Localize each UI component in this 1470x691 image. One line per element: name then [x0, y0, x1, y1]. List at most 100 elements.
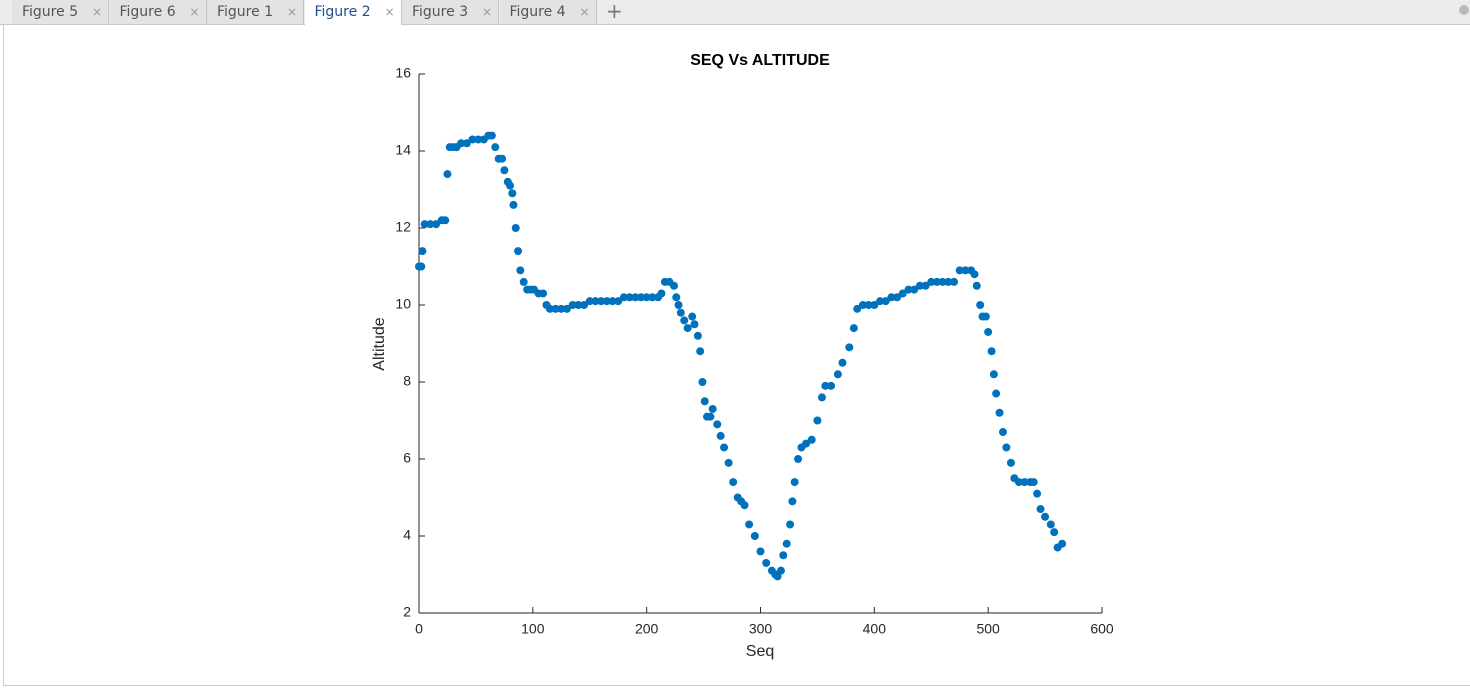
tab-bar: Figure 5 × Figure 6 × Figure 1 × Figure 2 × Figu… [0, 0, 1470, 25]
point [457, 139, 466, 148]
tab-label: Figure 1 [217, 4, 274, 20]
point [1033, 489, 1042, 498]
y-tick-label: 4 [403, 527, 411, 543]
point [519, 277, 528, 286]
point [790, 478, 799, 487]
point [915, 281, 924, 290]
tab[interactable]: Figure 6 × [109, 0, 207, 24]
tab-label: Figure 2 [314, 4, 371, 20]
close-tab[interactable]: × [384, 5, 395, 19]
point [574, 301, 583, 309]
point [683, 324, 692, 333]
point [833, 370, 842, 379]
point [602, 297, 611, 306]
point [676, 308, 685, 317]
point [506, 181, 515, 190]
point [786, 520, 795, 529]
add-tab[interactable]: + [606, 0, 623, 23]
x-tick-label: 600 [1090, 621, 1114, 637]
point [921, 281, 930, 290]
point [441, 216, 450, 225]
point [995, 408, 1004, 417]
y-tick-label: 12 [395, 219, 411, 235]
point [468, 135, 477, 144]
point [508, 189, 517, 198]
point [713, 420, 722, 429]
y-tick-label: 8 [403, 373, 411, 389]
close-tab[interactable]: × [286, 5, 297, 19]
tab[interactable]: Figure 1 × [207, 0, 304, 24]
close-tab[interactable]: × [91, 5, 102, 19]
x-axis-label: Seq [746, 643, 774, 660]
point [838, 358, 847, 367]
point [669, 281, 678, 290]
point [417, 262, 426, 271]
point [680, 316, 689, 325]
point [776, 566, 785, 575]
point [981, 312, 990, 321]
close-tab[interactable]: × [189, 5, 200, 19]
point [545, 304, 554, 313]
y-tick-label: 2 [403, 604, 411, 620]
tab-label: Figure 3 [412, 4, 469, 20]
point [992, 389, 1001, 398]
x-tick-label: 0 [415, 621, 423, 637]
point [1029, 478, 1038, 487]
point [750, 532, 759, 540]
point [498, 154, 507, 163]
x-tick-label: 300 [749, 621, 773, 637]
point [648, 293, 657, 302]
point [551, 304, 560, 313]
point [674, 301, 683, 309]
y-tick-label: 6 [403, 450, 411, 466]
point [864, 301, 873, 309]
tab[interactable]: Figure 3 × [402, 0, 499, 24]
point [716, 431, 725, 440]
point [636, 293, 645, 302]
point [821, 381, 830, 390]
close-tab[interactable]: × [481, 5, 492, 19]
point [557, 304, 566, 313]
tab-label: Figure 6 [119, 4, 176, 20]
tab[interactable]: Figure 5 × [12, 0, 109, 24]
point [420, 220, 429, 229]
tab[interactable]: Figure 2 × [304, 0, 402, 25]
point [462, 139, 471, 148]
point [817, 393, 826, 402]
point [700, 397, 709, 406]
close-tab[interactable]: × [579, 5, 590, 19]
point [849, 324, 858, 333]
point [989, 370, 998, 379]
point [813, 416, 822, 425]
point [807, 435, 816, 444]
point [591, 297, 600, 306]
point [500, 166, 509, 175]
point [827, 381, 836, 390]
menu-button[interactable] [1459, 5, 1469, 15]
point [955, 266, 964, 275]
point [858, 301, 867, 309]
point [1058, 539, 1067, 548]
point [696, 347, 705, 356]
point [845, 343, 854, 352]
y-tick-label: 16 [395, 65, 411, 81]
point [511, 224, 520, 232]
point [562, 304, 571, 313]
point [698, 378, 707, 386]
point [987, 347, 996, 356]
tab[interactable]: Figure 4 × [499, 0, 597, 24]
point [944, 277, 953, 286]
point [625, 293, 634, 302]
point [657, 289, 666, 298]
point [1036, 505, 1045, 514]
point [1002, 443, 1011, 452]
point [976, 301, 985, 309]
point [708, 404, 717, 413]
chart-title: SEQ Vs ALTITUDE [690, 52, 830, 69]
point [491, 143, 500, 152]
point [514, 247, 523, 256]
point [970, 270, 979, 279]
y-tick-label: 14 [395, 142, 411, 158]
point [802, 439, 811, 448]
